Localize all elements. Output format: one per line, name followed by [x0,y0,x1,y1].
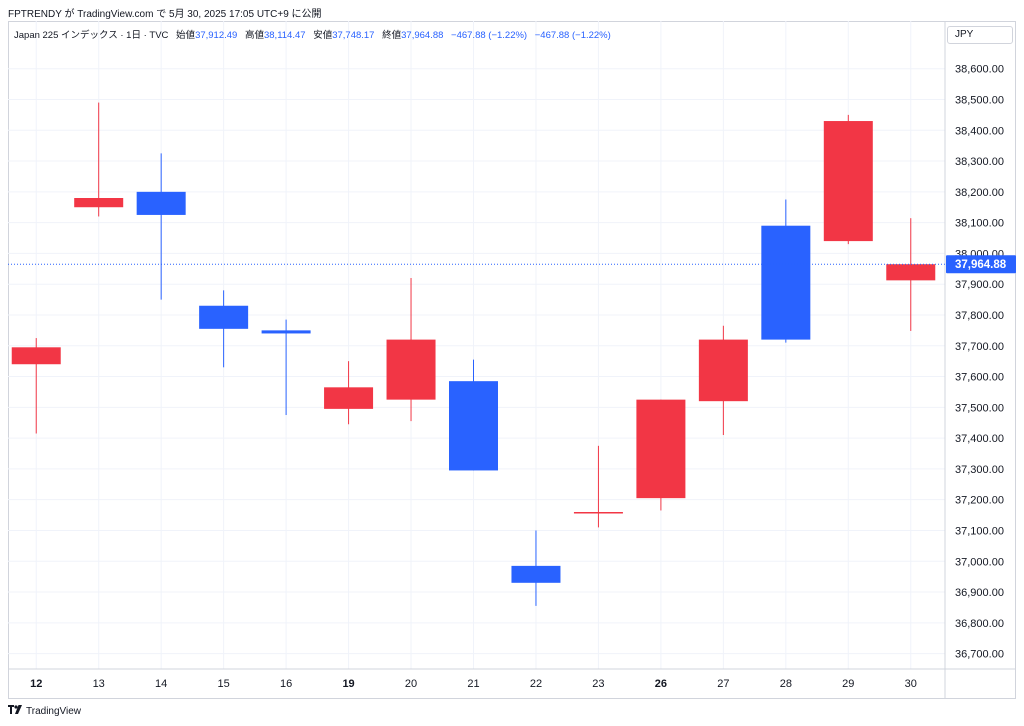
brand-name: TradingView [26,705,82,717]
y-tick-label: 38,600.00 [955,64,1004,76]
y-tick-label: 38,100.00 [955,218,1004,230]
candle-body [886,264,936,281]
candlestick-chart[interactable]: 36,700.00 36,800.00 36,900.00 37,000.00 37,1… [8,21,1016,699]
legend-high-label: 高値 [244,30,264,41]
candle-body [261,330,311,334]
y-tick-label: 36,900.00 [955,587,1004,599]
legend-change-secondary: −467.88 (−1.22%) [534,30,611,41]
candle-body [324,387,374,409]
y-tick-label: 37,700.00 [955,341,1004,353]
candle-body [386,339,436,400]
y-tick-label: 37,400.00 [955,433,1004,445]
candle-body [823,121,873,242]
x-tick-label: 22 [530,678,542,690]
x-tick-label: 16 [280,678,292,690]
y-tick-label: 38,200.00 [955,187,1004,199]
x-tick-label: 14 [155,678,167,690]
y-tick-label: 37,900.00 [955,279,1004,291]
y-tick-label: 37,200.00 [955,495,1004,507]
y-tick-label: 37,500.00 [955,402,1004,414]
x-tick-label: 19 [342,678,354,690]
y-tick-label: 37,800.00 [955,310,1004,322]
chart-frame [8,21,1016,699]
candle-body [636,399,686,499]
y-tick-label: 37,100.00 [955,525,1004,537]
candle-body [511,565,561,583]
y-tick-label: 37,000.00 [955,556,1004,568]
currency-button[interactable]: JPY [947,26,1013,44]
x-tick-label: 23 [592,678,604,690]
legend-open-label: 始値 [176,30,196,41]
candle-body [74,198,124,208]
candle-body [761,225,811,340]
legend-close-value: 37,964.88 [401,30,444,41]
publish-info: FPTRENDY が TradingView.com で 5月 30, 2025… [8,9,322,20]
y-tick-label: 37,300.00 [955,464,1004,476]
x-tick-label: 29 [842,678,854,690]
candle-body [698,339,748,402]
candle-body [573,512,623,514]
x-tick-label: 26 [655,678,667,690]
x-tick-label: 21 [467,678,479,690]
candle-body [199,305,249,329]
legend-symbol: Japan 225 インデックス · 1日 · TVC [14,30,169,41]
y-tick-label: 38,300.00 [955,156,1004,168]
legend-low-value: 37,748.17 [332,30,375,41]
y-tick-label: 38,000.00 [955,248,1004,260]
x-tick-label: 30 [905,678,917,690]
x-tick-label: 28 [780,678,792,690]
x-tick-label: 12 [30,678,42,690]
legend-close-label: 終値 [382,30,402,41]
x-tick-label: 27 [717,678,729,690]
last-price-badge [946,255,1016,274]
candle-body [449,381,498,471]
y-tick-label: 38,400.00 [955,125,1004,137]
symbol-legend[interactable]: Japan 225 インデックス · 1日 · TVC 始値37,912.49 … [14,27,611,41]
y-tick-label: 37,600.00 [955,372,1004,384]
legend-low-label: 安値 [313,30,333,41]
x-tick-label: 15 [218,678,230,690]
candle-body [136,191,186,215]
tv-logo-icon [8,705,22,717]
y-tick-label: 38,500.00 [955,94,1004,106]
legend-open-value: 37,912.49 [195,30,238,41]
tradingview-brand[interactable]: TradingView [8,705,81,717]
candle-body [11,347,61,365]
legend-high-value: 38,114.47 [263,30,306,41]
y-tick-label: 36,700.00 [955,649,1004,661]
legend-change: −467.88 (−1.22%) [451,30,528,41]
x-tick-label: 13 [93,678,105,690]
x-tick-label: 20 [405,678,417,690]
y-tick-label: 36,800.00 [955,618,1004,630]
last-price-label: 37,964.88 [955,259,1007,271]
